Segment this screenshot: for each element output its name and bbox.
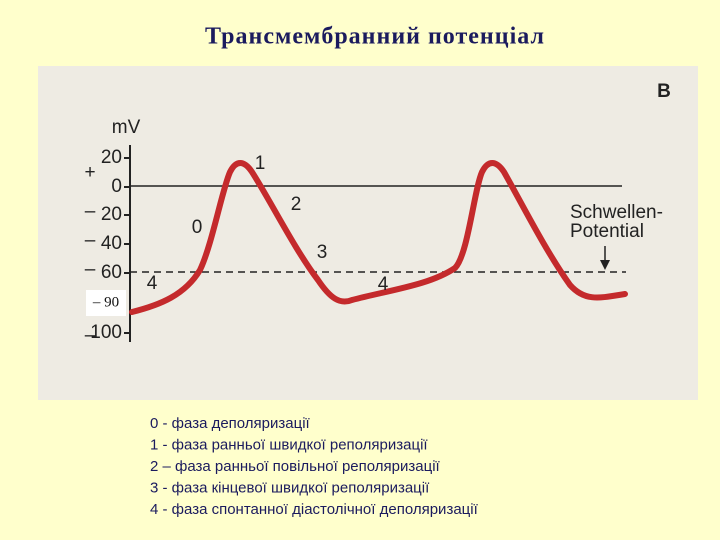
slide-title: Трансмембранний потенціал — [205, 24, 545, 50]
overlay-box — [86, 290, 126, 316]
tick-label: 20 — [101, 147, 122, 168]
threshold-arrowhead — [600, 260, 610, 270]
tick-label: 20 — [101, 204, 122, 225]
panel-label: B — [657, 81, 671, 102]
overlay-label: – 90 — [92, 294, 119, 310]
figure-panel — [38, 66, 698, 400]
tick-sign: – — [85, 259, 96, 280]
legend-line: 0 - фаза деполяризації — [150, 415, 311, 432]
big-phase-label: 4 — [147, 273, 158, 294]
axis-label: mV — [112, 117, 141, 138]
legend-line: 1 - фаза ранньої швидкої реполяризації — [150, 436, 428, 453]
phase-label: 2 — [291, 194, 302, 215]
phase-label: 4 — [378, 274, 389, 295]
tick-sign: – — [85, 201, 96, 222]
legend-line: 3 - фаза кінцевої швидкої реполяризації — [150, 479, 430, 496]
legend-line: 4 - фаза спонтанної діастолічної деполяр… — [150, 501, 479, 518]
tick-label: 100 — [90, 322, 122, 343]
tick-label: 0 — [111, 176, 122, 197]
phase-label: 3 — [317, 242, 328, 263]
threshold-label: Potential — [570, 221, 644, 242]
tick-label: 60 — [101, 262, 122, 283]
threshold-label: Schwellen- — [570, 202, 663, 223]
action-potential-curve — [129, 160, 628, 315]
legend-line: 2 – фаза ранньої повільної реполяризації — [150, 458, 441, 475]
phase-label: 1 — [255, 153, 266, 174]
phase-label: 0 — [192, 217, 203, 238]
tick-label: 40 — [101, 233, 122, 254]
tick-sign: + — [84, 162, 95, 183]
tick-sign: – — [85, 325, 96, 346]
tick-sign: – — [85, 230, 96, 251]
